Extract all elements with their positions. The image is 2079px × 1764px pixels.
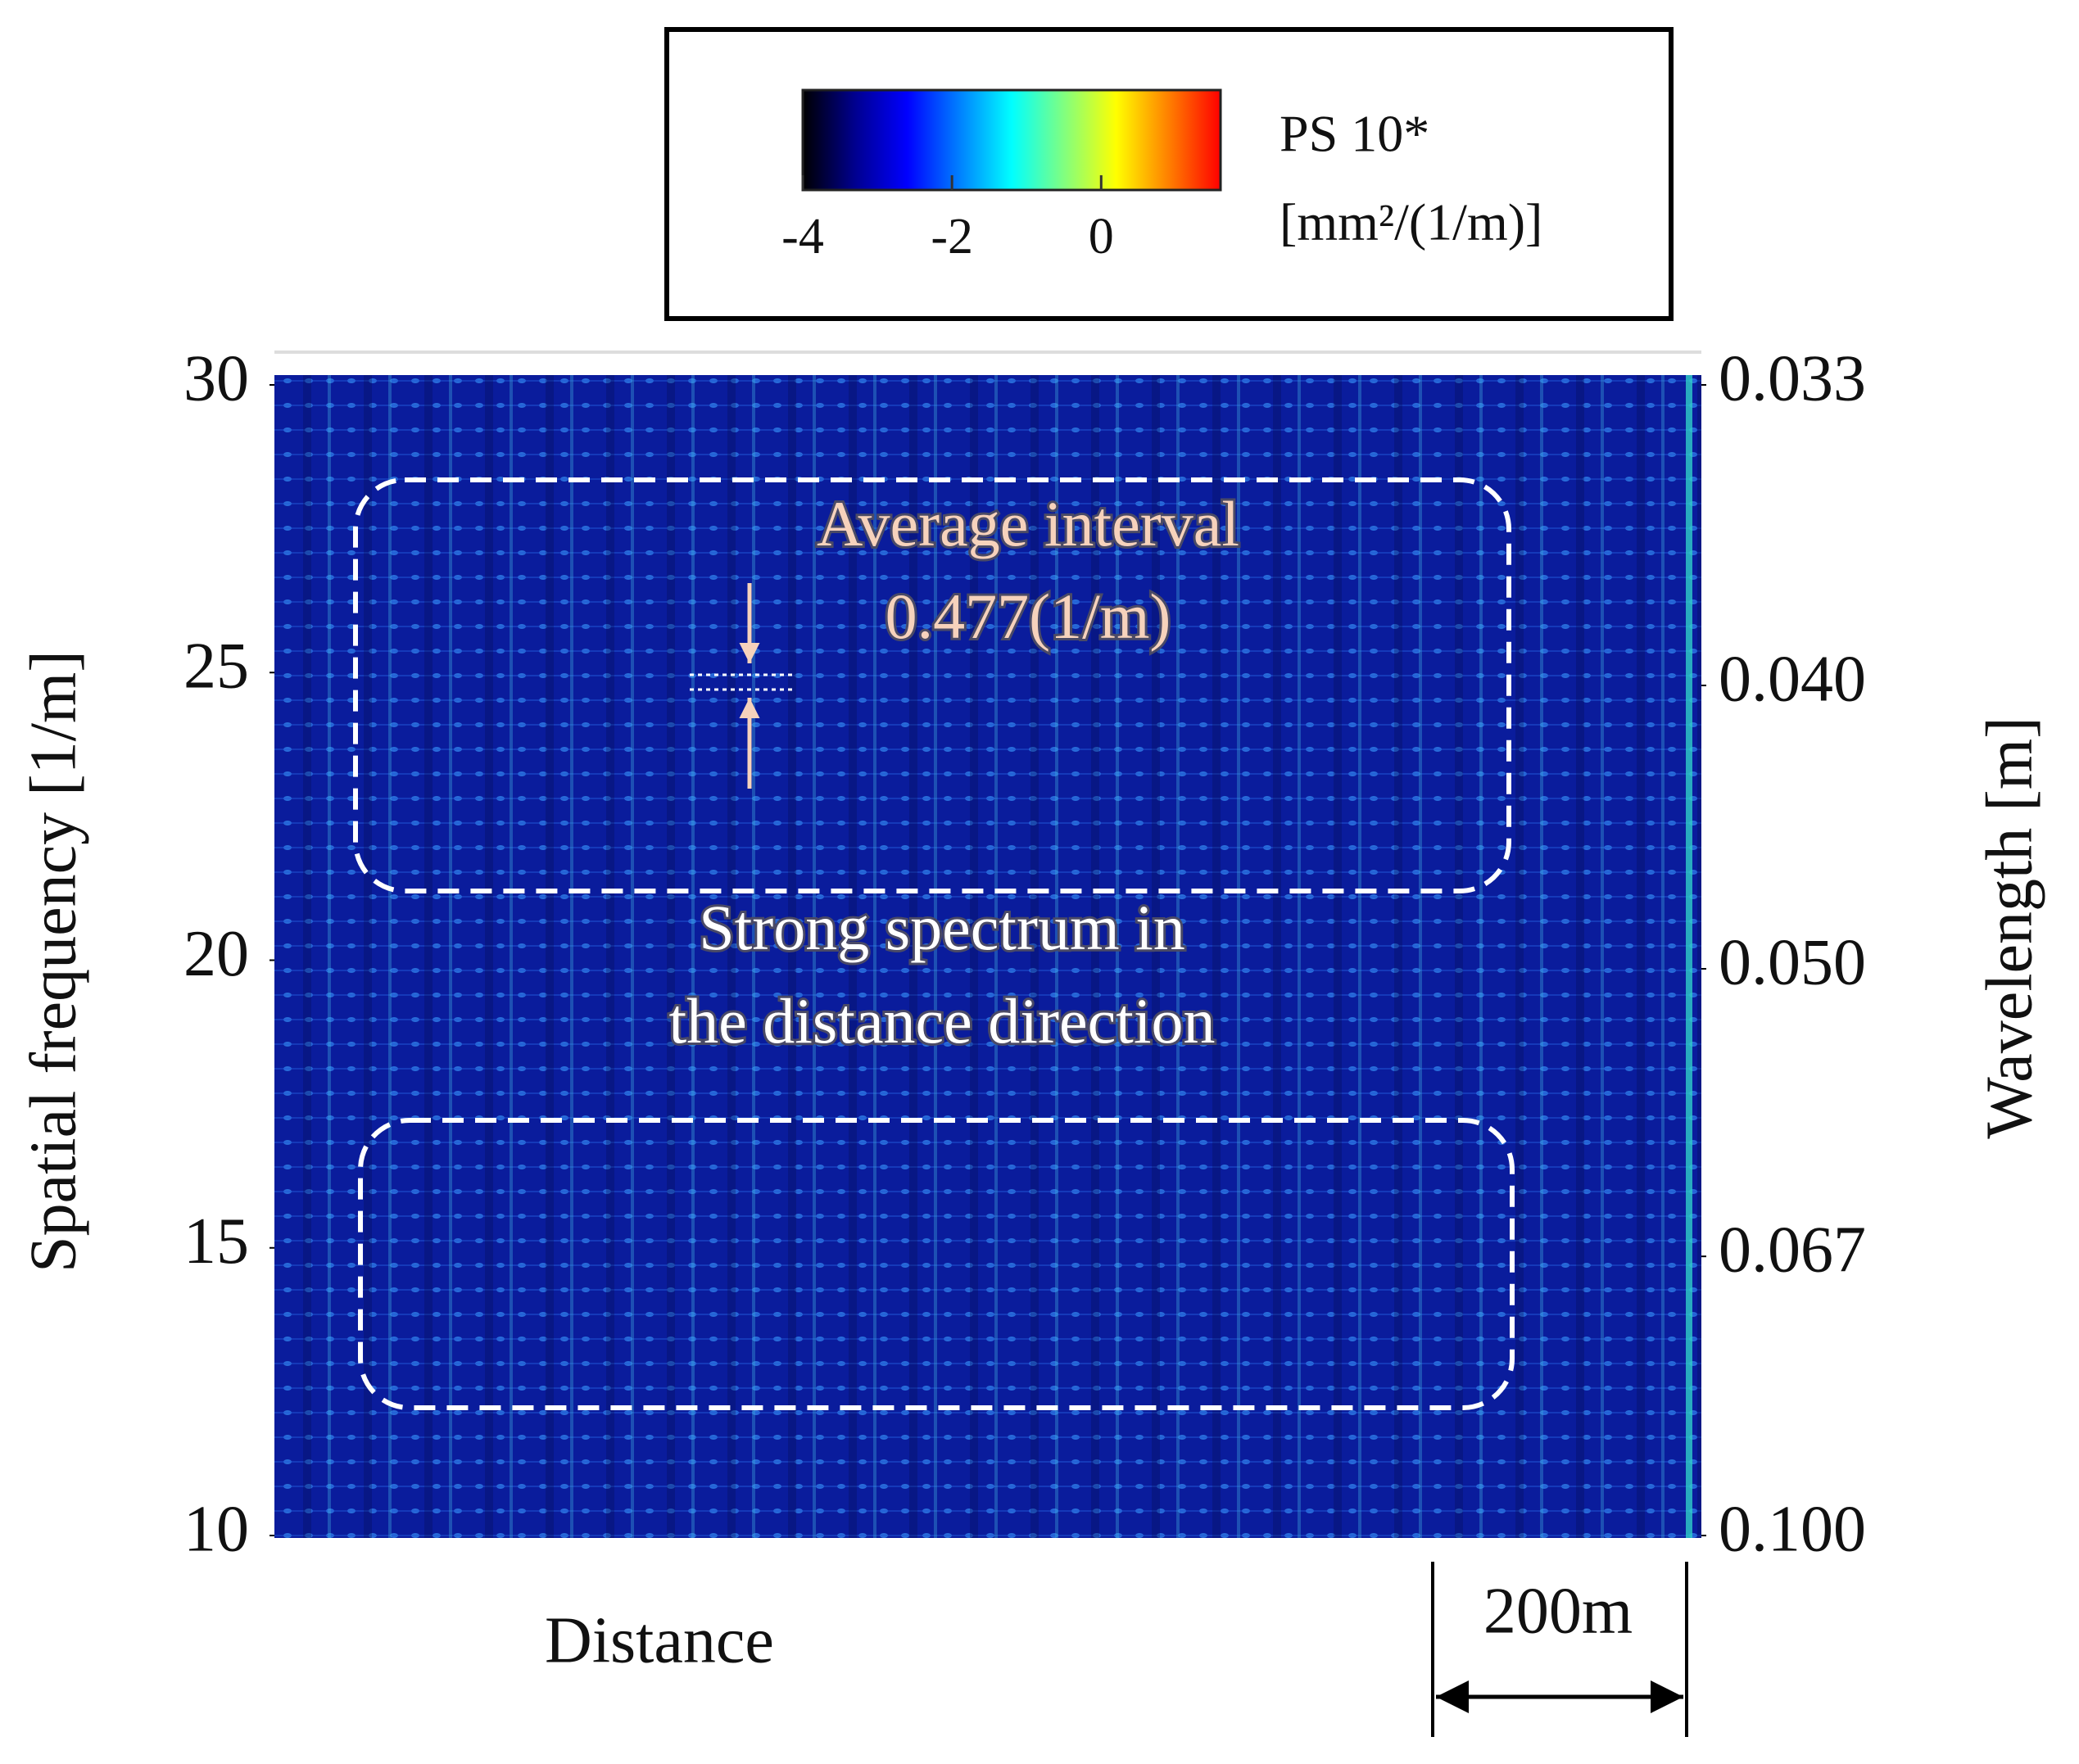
colorbar-label: PS 10*	[1280, 105, 1429, 163]
highlight-box	[358, 1118, 1515, 1410]
y2-tick-label: 0.033	[1719, 342, 1866, 414]
annotation: 0.477(1/m)	[886, 581, 1171, 652]
colorbar-tick-label: 0	[1089, 209, 1114, 265]
y2-tick-label: 0.067	[1719, 1214, 1866, 1287]
plot-border	[274, 351, 1701, 354]
colorbar-tick-label: -2	[931, 209, 973, 265]
colorbar	[801, 88, 1222, 192]
highlight-box	[353, 477, 1511, 893]
x-axis-title: Distance	[545, 1604, 774, 1676]
y2-tick-label: 0.040	[1719, 643, 1866, 715]
colorbar-tick-label: -4	[781, 209, 824, 265]
y2-tick-label: 0.050	[1719, 926, 1866, 998]
annotation: Average interval	[817, 488, 1239, 559]
spectrogram-texture	[274, 375, 1701, 1538]
y-axis-title: Spatial frequency [1/m]	[17, 650, 89, 1273]
y-tick-label: 15	[183, 1205, 249, 1278]
y-tick-label: 30	[183, 342, 249, 414]
annotation: Strong spectrum in	[699, 892, 1185, 963]
spectrogram-edge-line	[1686, 375, 1692, 1538]
y-tick-label: 20	[183, 918, 249, 990]
annotation: the distance direction	[668, 985, 1215, 1056]
y-tick-label: 10	[183, 1493, 249, 1565]
y-tick-label: 25	[183, 631, 249, 703]
y2-tick-label: 0.100	[1719, 1493, 1866, 1565]
colorbar-label: [mm²/(1/m)]	[1280, 193, 1542, 251]
y2-axis-title: Wavelength [m]	[1973, 717, 2045, 1139]
scale-bar-label: 200m	[1483, 1575, 1633, 1647]
